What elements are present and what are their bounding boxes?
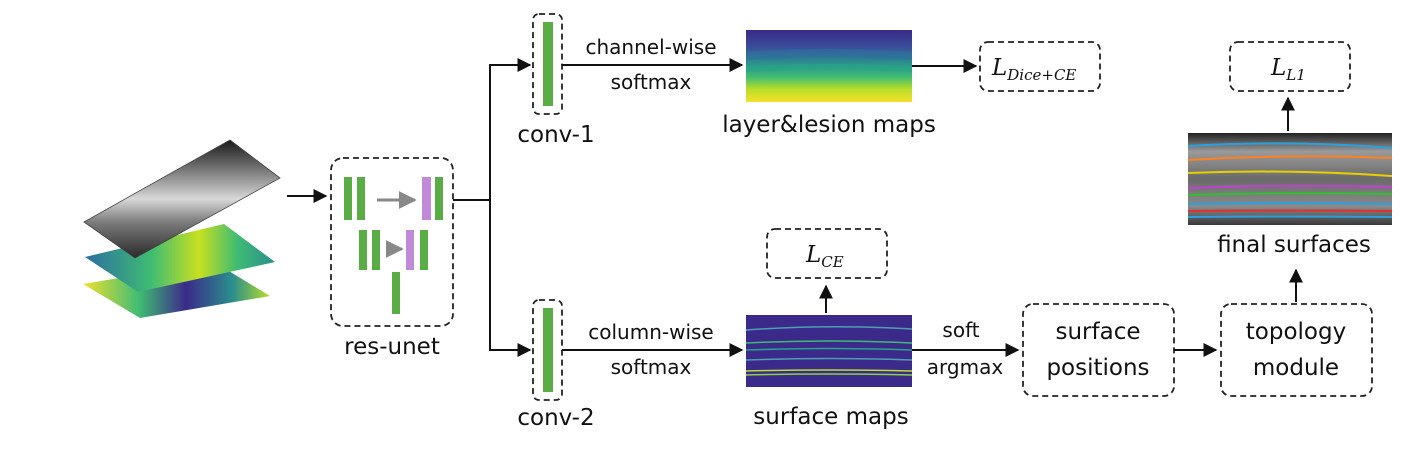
surface-positions-label-2: positions — [1046, 355, 1149, 381]
conv-2-label: conv-2 — [517, 405, 594, 431]
column-wise-softmax-label: softmax — [611, 355, 692, 379]
dice-ce-loss-box — [979, 41, 1101, 92]
channel-wise-softmax-label: softmax — [611, 70, 692, 94]
argmax-label: argmax — [927, 355, 1004, 379]
final-surfaces-image — [1187, 133, 1393, 225]
input-volume-image — [83, 139, 281, 318]
ce-loss: LCE — [805, 242, 844, 271]
surface-maps-image — [745, 315, 913, 387]
conv-1-block — [532, 13, 563, 115]
conv-2-block — [532, 299, 563, 401]
dice-ce-loss: LDice+CE — [991, 55, 1076, 84]
branch-arrow-top — [453, 58, 532, 201]
final-surfaces-label: final surfaces — [1217, 232, 1371, 258]
res-unet-label: res-unet — [344, 334, 440, 360]
layer-lesion-maps-image — [746, 30, 912, 102]
soft-label: soft — [942, 318, 979, 342]
l1-loss-box — [1229, 41, 1351, 92]
column-wise-label: column-wise — [588, 320, 713, 344]
surface-positions-label-1: surface — [1055, 319, 1140, 345]
topology-module-box — [1220, 303, 1373, 397]
layer-lesion-maps-label: layer&lesion maps — [722, 112, 936, 138]
ce-loss-box — [766, 228, 888, 279]
surface-maps-label: surface maps — [753, 404, 908, 430]
topology-module-label-1: topology — [1246, 319, 1346, 345]
l1-loss: LL1 — [1270, 55, 1306, 84]
surface-positions-box — [1022, 303, 1175, 397]
res-unet-block — [330, 157, 454, 327]
channel-wise-label: channel-wise — [586, 35, 717, 59]
conv-1-label: conv-1 — [517, 122, 594, 148]
topology-module-label-2: module — [1253, 355, 1339, 381]
branch-arrow-bottom — [489, 200, 532, 357]
